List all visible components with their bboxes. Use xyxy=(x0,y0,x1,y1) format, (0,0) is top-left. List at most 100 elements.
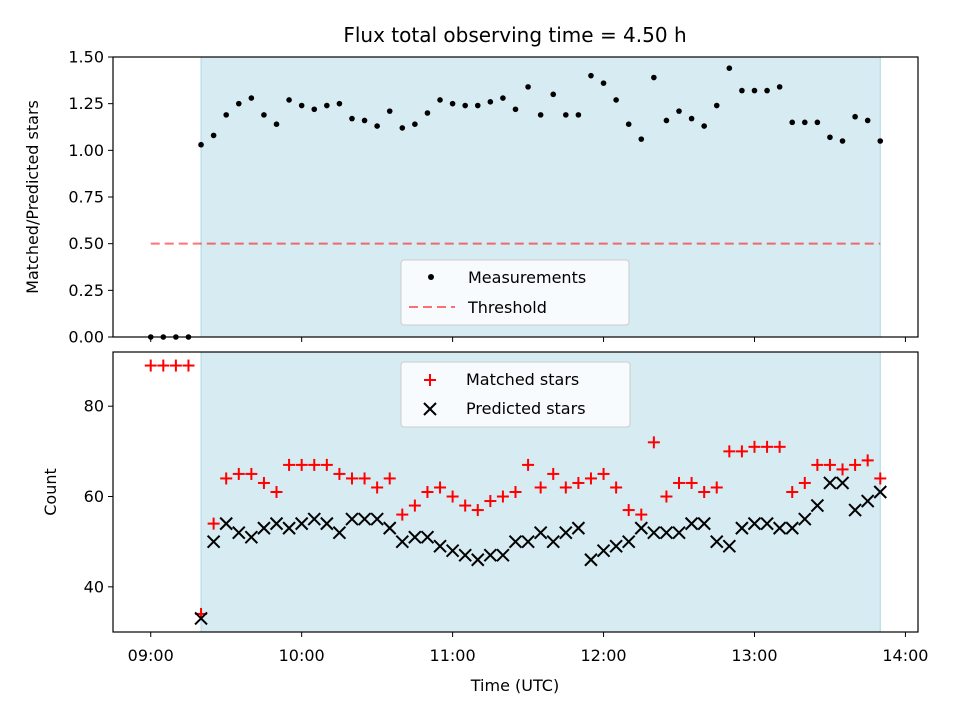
legend-threshold-label: Threshold xyxy=(467,298,547,317)
matched-star-point xyxy=(861,454,874,467)
predicted-star-point xyxy=(320,516,334,531)
x-axis-label: Time (UTC) xyxy=(470,676,559,695)
matched-star-point xyxy=(308,458,321,471)
predicted-star-point xyxy=(496,548,510,562)
measurement-point xyxy=(462,102,468,109)
top-y-tick-label: 0.50 xyxy=(68,234,104,253)
measurement-point xyxy=(336,100,343,107)
predicted-star-point xyxy=(508,534,523,549)
x-tick-label: 09:00 xyxy=(128,646,174,665)
measurement-point xyxy=(537,112,544,118)
matched-star-point xyxy=(421,486,434,498)
predicted-star-point xyxy=(621,534,636,549)
top-y-tick-label: 0.75 xyxy=(68,188,104,207)
measurement-point xyxy=(688,115,695,122)
measurement-point xyxy=(248,95,255,101)
predicted-star-point xyxy=(307,512,321,526)
measurement-point xyxy=(739,87,745,94)
measurement-point xyxy=(349,115,355,122)
matched-star-point xyxy=(660,490,673,503)
measurement-point xyxy=(361,117,368,124)
predicted-star-point xyxy=(206,534,221,549)
measurement-point xyxy=(789,119,796,126)
top-legend: Measurements Threshold xyxy=(400,259,630,326)
measurement-point xyxy=(701,123,707,129)
top-y-tick-label: 1.00 xyxy=(68,141,104,160)
matched-star-point xyxy=(534,481,547,494)
predicted-star-point xyxy=(798,512,812,526)
measurement-point xyxy=(663,117,670,124)
predicted-star-point xyxy=(735,521,749,535)
measurement-point xyxy=(512,106,519,113)
measurement-point xyxy=(311,106,318,113)
matched-star-point xyxy=(283,458,296,471)
measurement-point xyxy=(298,102,305,109)
matched-star-point xyxy=(408,499,421,512)
matched-star-point xyxy=(484,495,497,508)
measurement-point xyxy=(525,84,531,90)
matched-star-point xyxy=(836,463,849,476)
measurement-point xyxy=(676,108,682,114)
predicted-star-point xyxy=(848,503,862,517)
measurement-point xyxy=(801,119,808,126)
matched-star-point xyxy=(333,467,346,480)
predicted-star-point xyxy=(747,516,762,531)
top-x-ticks xyxy=(150,337,906,342)
bottom-x-ticks: 09:00 10:00 11:00 12:00 13:00 14:00 xyxy=(128,632,928,665)
x-tick-label: 13:00 xyxy=(731,646,777,665)
measurement-point xyxy=(235,100,242,107)
measurement-point xyxy=(210,132,217,139)
matched-star-point xyxy=(748,440,761,453)
matched-star-point xyxy=(735,445,748,458)
matched-star-point xyxy=(584,472,597,485)
predicted-star-point xyxy=(269,516,284,531)
predicted-star-point xyxy=(408,530,422,544)
measurement-point xyxy=(638,136,645,142)
measurement-point xyxy=(449,100,456,107)
matched-star-point xyxy=(597,467,610,480)
matched-star-point xyxy=(673,476,686,489)
measurement-point xyxy=(852,113,858,120)
measurement-point xyxy=(600,80,607,86)
predicted-star-point xyxy=(835,476,850,490)
measurement-point xyxy=(198,141,204,148)
predicted-star-point xyxy=(471,553,485,567)
matched-star-point xyxy=(358,472,371,485)
predicted-star-point xyxy=(760,516,774,531)
matched-star-point xyxy=(434,481,447,494)
matched-star-point xyxy=(459,499,472,512)
measurement-points xyxy=(147,65,884,340)
matched-star-point xyxy=(559,481,572,494)
matched-star-point xyxy=(257,476,270,489)
measurement-point xyxy=(563,112,569,118)
matched-star-point xyxy=(698,486,711,498)
predicted-star-point xyxy=(609,539,623,553)
matched-star-point xyxy=(157,359,170,372)
matched-star-point xyxy=(710,481,723,494)
count-panel: 40 60 80 09:00 10:00 11:00 12:00 13:00 14:00 Co… xyxy=(41,351,928,695)
measurement-point xyxy=(877,138,884,144)
predicted-star-point xyxy=(483,548,498,562)
predicted-star-point xyxy=(772,521,787,535)
predicted-star-point xyxy=(584,553,598,567)
predicted-star-point xyxy=(672,525,686,540)
predicted-star-point xyxy=(634,521,648,535)
matched-star-point xyxy=(471,504,484,517)
predicted-star-point xyxy=(345,512,359,526)
predicted-star-point xyxy=(445,544,460,558)
matched-star-point xyxy=(773,440,786,453)
measurement-point xyxy=(437,97,443,103)
ratio-panel: 0.00 0.25 0.50 0.75 1.00 1.25 1.50 Matched/Pre… xyxy=(23,48,919,347)
matched-star-point xyxy=(522,458,535,471)
measurement-point xyxy=(814,119,821,126)
measurement-point xyxy=(500,95,506,101)
predicted-star-point xyxy=(533,525,548,540)
matched-star-point xyxy=(647,436,660,449)
predicted-star-point xyxy=(710,534,724,549)
predicted-star-point xyxy=(357,512,372,526)
matched-star-point xyxy=(635,508,648,521)
predicted-star-point xyxy=(860,494,875,508)
measurement-point xyxy=(613,97,619,103)
predicted-star-point xyxy=(282,521,296,535)
matched-star-point xyxy=(295,458,308,471)
